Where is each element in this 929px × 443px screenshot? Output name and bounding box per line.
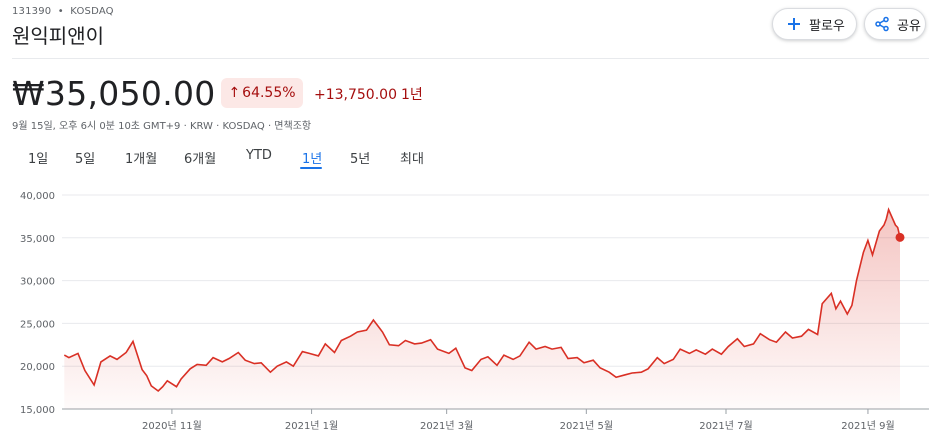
y-tick-label: 15,000 xyxy=(20,405,55,416)
exchange-name: KOSDAQ xyxy=(70,6,114,17)
follow-button[interactable]: 팔로우 xyxy=(772,8,857,40)
x-tick-label: 2021년 7월 xyxy=(699,420,752,432)
price-chart[interactable]: 40,000 35,000 30,000 25,000 20,000 15,000 202… xyxy=(0,180,929,443)
tab-1d[interactable]: 1일 xyxy=(28,152,49,167)
price-line xyxy=(63,207,901,393)
arrow-up-icon: ↑ xyxy=(228,85,241,101)
ticker-symbol: 131390 xyxy=(12,6,52,17)
percent-change-badge: ↑ 64.55% xyxy=(221,78,303,108)
tab-1y[interactable]: 1년 xyxy=(302,152,323,167)
percent-change: 64.55% xyxy=(242,85,296,101)
x-tick-label: 2021년 9월 xyxy=(841,420,894,432)
quote-meta[interactable]: 9월 15일, 오후 6시 0분 10초 GMT+9 · KRW · KOSDA… xyxy=(12,121,312,132)
ticker-line: 131390 • KOSDAQ xyxy=(12,6,114,17)
ticker-separator: • xyxy=(57,6,64,17)
last-price-dot[interactable] xyxy=(895,232,905,242)
tab-max[interactable]: 최대 xyxy=(400,152,424,167)
y-tick-label: 25,000 xyxy=(20,319,55,330)
tab-5y[interactable]: 5년 xyxy=(350,152,371,167)
company-name: 원익피앤이 xyxy=(12,24,104,48)
x-tick-label: 2021년 5월 xyxy=(560,420,613,432)
y-tick-label: 40,000 xyxy=(20,191,55,202)
x-tick-label: 2021년 3월 xyxy=(420,420,473,432)
share-label: 공유 xyxy=(897,18,921,34)
tab-1m[interactable]: 1개월 xyxy=(125,152,158,167)
active-tab-indicator xyxy=(300,167,322,169)
y-tick-label: 35,000 xyxy=(20,234,55,245)
tab-6m[interactable]: 6개월 xyxy=(184,152,217,167)
absolute-change-value: +13,750.00 xyxy=(314,87,397,103)
share-button[interactable]: 공유 xyxy=(864,8,926,40)
plus-icon xyxy=(785,15,803,33)
y-tick-label: 30,000 xyxy=(20,277,55,288)
share-icon xyxy=(873,15,891,33)
tab-ytd[interactable]: YTD xyxy=(246,148,272,163)
current-price: ₩35,050.00 xyxy=(12,74,216,113)
price-chart-svg: 40,000 35,000 30,000 25,000 20,000 15,000 202… xyxy=(20,191,929,432)
follow-label: 팔로우 xyxy=(809,18,845,34)
price-area xyxy=(64,209,901,409)
absolute-change: +13,750.00 1년 xyxy=(314,84,423,104)
change-period: 1년 xyxy=(400,87,423,103)
y-tick-label: 20,000 xyxy=(20,362,55,373)
header-divider xyxy=(12,58,929,59)
x-tick-label: 2021년 1월 xyxy=(285,420,338,432)
tab-5d[interactable]: 5일 xyxy=(75,152,96,167)
x-tick-label: 2020년 11월 xyxy=(142,420,202,432)
